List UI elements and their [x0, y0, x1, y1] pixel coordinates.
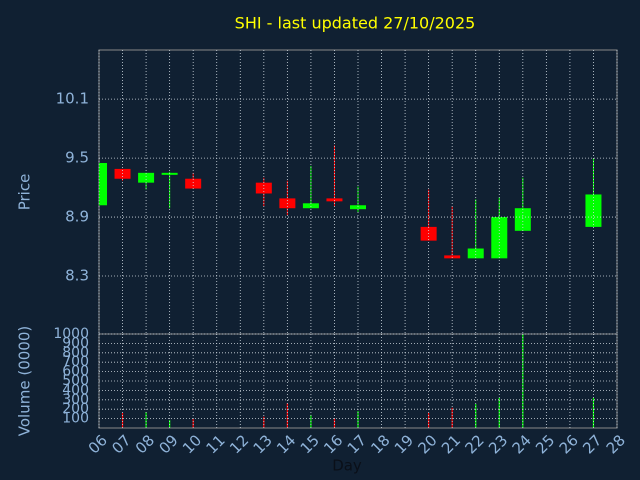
x-tick-label: 17	[344, 431, 370, 457]
y-tick-label: 600	[62, 364, 89, 380]
y-tick-label: 200	[62, 401, 89, 417]
x-tick-label: 08	[132, 431, 158, 457]
candle-body	[99, 163, 107, 206]
x-tick-label: 25	[532, 431, 558, 457]
x-tick-label: 14	[273, 431, 299, 457]
candle-body	[514, 208, 531, 231]
volume-bar	[451, 407, 453, 428]
candle-body	[585, 194, 602, 227]
volume-bar	[428, 412, 430, 428]
volume-bar	[121, 412, 124, 428]
x-tick-label: 20	[414, 431, 440, 457]
x-tick-label: 27	[579, 431, 605, 457]
candle-body	[444, 255, 461, 259]
candle-body	[185, 178, 202, 189]
x-tick-label: 21	[438, 431, 464, 457]
y-tick-label: 800	[62, 345, 89, 361]
y-tick-label: 9.5	[65, 149, 89, 167]
x-tick-label: 11	[203, 431, 229, 457]
y-tick-label: 8.3	[65, 267, 89, 285]
candle-body	[467, 248, 484, 259]
chart-title: SHI - last updated 27/10/2025	[235, 14, 476, 33]
candle-body	[138, 172, 155, 183]
candle-body	[491, 217, 508, 259]
volume-bar	[333, 418, 336, 428]
x-tick-label: 26	[556, 431, 582, 457]
x-tick-label: 09	[155, 431, 181, 457]
x-tick-label: 22	[462, 431, 488, 457]
y-tick-label: 1000	[53, 326, 89, 342]
volume-bar	[357, 411, 359, 428]
x-tick-label: 15	[297, 431, 323, 457]
y-tick-label: 100	[62, 411, 89, 427]
x-tick-label: 07	[108, 431, 134, 457]
volume-bar	[145, 412, 147, 428]
x-tick-label: 12	[226, 431, 252, 457]
y-tick-label: 500	[62, 373, 89, 389]
candle-body	[326, 198, 343, 202]
y-tick-label: 8.9	[65, 208, 89, 226]
candle-body	[350, 205, 366, 210]
x-tick-label: 13	[250, 431, 276, 457]
volume-bar	[192, 419, 194, 428]
volume-axis-label: Volume (0000)	[16, 326, 34, 436]
y-axis-label: Price	[16, 174, 34, 211]
x-tick-label: 19	[391, 431, 417, 457]
price-panel	[99, 145, 602, 259]
x-tick-label: 23	[485, 431, 511, 457]
x-tick-label: 06	[85, 431, 111, 457]
volume-bar	[475, 404, 477, 428]
x-axis-label: Day	[332, 457, 362, 475]
volume-bar	[263, 416, 265, 428]
x-tick-label: 24	[509, 431, 535, 457]
candle-body	[302, 203, 319, 209]
y-tick-label: 700	[62, 354, 89, 370]
x-tick-label: 18	[367, 431, 393, 457]
x-tick-label: 28	[603, 431, 629, 457]
x-tick-label: 16	[320, 431, 346, 457]
y-tick-label: 900	[62, 335, 89, 351]
x-tick-label: 10	[179, 431, 205, 457]
y-tick-label: 300	[62, 392, 89, 408]
y-tick-label: 400	[62, 382, 89, 398]
y-tick-label: 10.1	[56, 90, 89, 108]
